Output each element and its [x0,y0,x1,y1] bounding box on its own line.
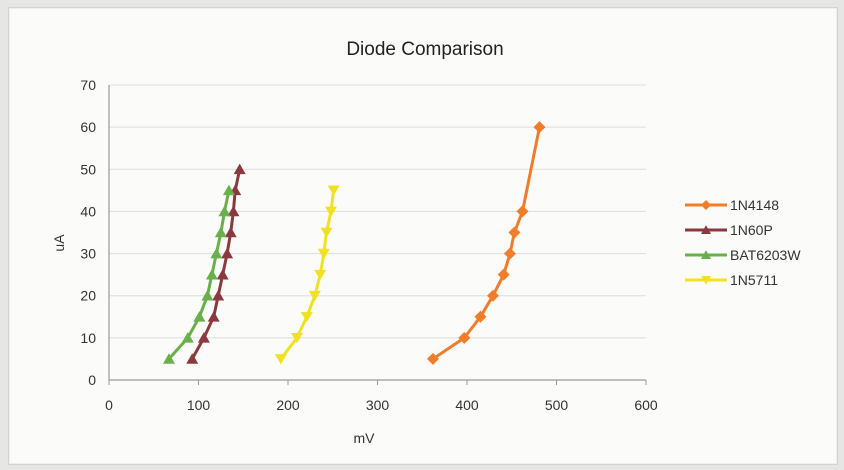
data-point [701,200,711,210]
data-point [300,311,313,323]
legend-item: 1N60P [685,222,773,238]
data-point [533,121,546,134]
x-tick-label: 600 [634,397,658,413]
x-tick-label: 300 [366,397,390,413]
x-tick-label: 500 [545,397,569,413]
data-point [233,163,246,175]
data-point [181,332,194,343]
data-point [314,269,327,281]
y-tick-labels: 0 10 20 30 40 50 60 70 [80,77,96,388]
x-tick-label: 100 [187,397,211,413]
y-tick-label: 60 [80,119,96,135]
series-line [279,190,336,360]
y-tick-label: 40 [80,203,96,219]
data-point [186,353,199,364]
data-point [222,184,235,196]
data-point [497,268,510,281]
data-point [327,185,340,196]
legend-item: BAT6203W [685,247,801,263]
y-axis-title: uA [51,234,67,252]
data-point [207,311,220,322]
y-tick-label: 50 [80,161,96,177]
series-bat6203w [162,184,235,364]
data-point [503,247,516,260]
data-point [227,205,240,217]
series-1n5711 [274,185,340,365]
x-tick-label: 200 [276,397,300,413]
data-point [458,331,471,344]
data-point [216,268,229,280]
data-point [193,311,206,322]
data-point [162,353,175,364]
series-layer [162,121,546,365]
x-tick-label: 0 [105,397,113,413]
chart-panel [8,7,838,465]
x-tick-labels: 0 100 200 300 400 500 600 [105,397,658,413]
data-point [701,225,711,234]
y-tick-label: 0 [88,372,96,388]
legend-item: 1N4148 [685,197,779,213]
axes [108,85,647,385]
grid-lines [109,84,646,339]
data-point [212,290,225,301]
data-point [324,206,337,217]
data-point [508,226,521,239]
legend: 1N4148 1N60P BAT6203W 1N5711 [685,197,801,288]
y-tick-label: 20 [80,288,96,304]
series-1n4148 [426,121,546,365]
data-point [205,268,218,280]
y-tick-label: 30 [80,246,96,262]
data-point [210,247,223,259]
legend-label: BAT6203W [730,247,801,263]
legend-label: 1N4148 [730,197,779,213]
data-point [317,248,330,259]
data-point [516,205,529,218]
data-point [426,352,439,365]
chart-title: Diode Comparison [346,39,503,60]
data-point [320,227,333,238]
data-point [197,332,210,343]
data-point [701,250,711,259]
data-point [290,333,303,344]
data-point [486,289,499,302]
data-point [701,276,711,285]
data-point [218,205,231,217]
x-tick-label: 400 [455,397,479,413]
legend-label: 1N60P [730,222,773,238]
data-point [214,226,227,238]
data-point [224,226,237,238]
data-point [308,290,321,302]
legend-item: 1N5711 [685,272,778,288]
y-tick-label: 70 [80,77,96,93]
series-1n60p [186,163,246,364]
legend-label: 1N5711 [730,272,778,288]
data-point [274,354,287,365]
data-point [474,310,487,323]
x-axis-title: mV [354,430,376,446]
data-point [201,290,214,301]
y-tick-label: 10 [80,330,96,346]
series-line [432,126,541,361]
data-point [221,247,234,259]
series-line [190,168,242,360]
